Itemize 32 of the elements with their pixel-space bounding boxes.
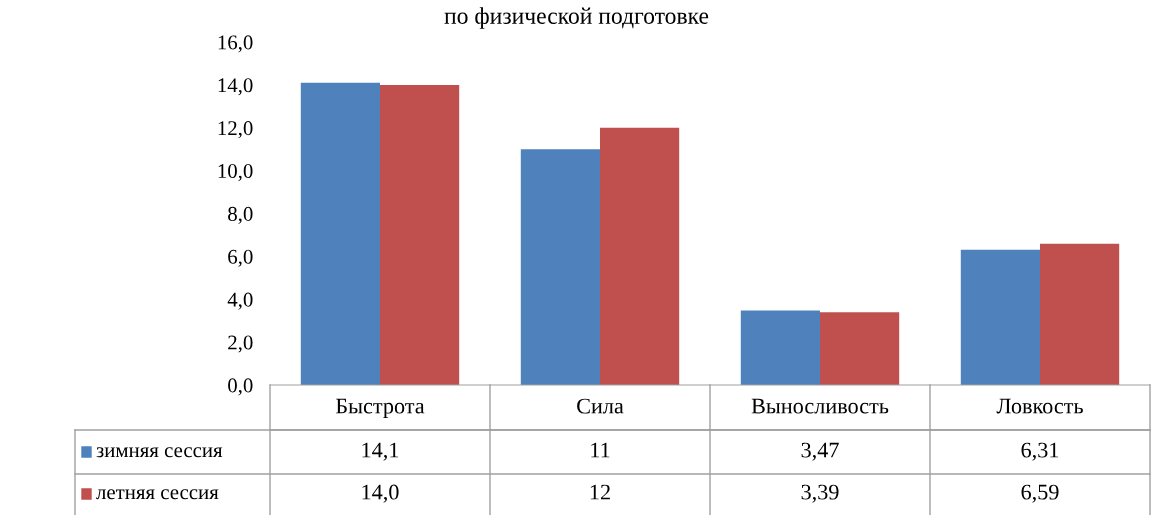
x-tick-label: Сила (577, 398, 624, 414)
bar (300, 82, 380, 385)
data-label: 3,47 (801, 442, 839, 461)
data-label: 12 (590, 484, 610, 500)
data-label: 14,0 (362, 484, 399, 503)
bar (520, 149, 600, 385)
data-label: 14,1 (362, 442, 399, 461)
data-label: 6,59 (1021, 484, 1059, 503)
data-label: 3,39 (801, 484, 839, 503)
bar (1040, 243, 1120, 385)
chart-title: по физической подготовке (444, 7, 709, 29)
y-tick-label: 16,0 (218, 35, 253, 53)
y-tick-label: 6,0 (228, 249, 253, 267)
y-tick-label: 14,0 (218, 78, 253, 96)
x-tick-label: Ловкость (996, 398, 1083, 414)
y-tick-label: 8,0 (228, 206, 253, 224)
y-tick-label: 10,0 (218, 164, 253, 182)
y-tick-label: 0,0 (228, 378, 253, 396)
data-label: 11 (591, 442, 610, 458)
y-tick-label: 2,0 (228, 335, 253, 353)
legend-label: летняя сессия (96, 489, 219, 500)
data-label: 6,31 (1021, 442, 1059, 461)
bar (380, 84, 460, 385)
bar (960, 249, 1040, 385)
bar (600, 127, 680, 385)
bar (820, 312, 900, 385)
bar (740, 310, 820, 385)
y-tick-label: 12,0 (218, 121, 253, 139)
legend-label: зимняя сессия (96, 447, 223, 458)
y-tick-label: 4,0 (227, 292, 253, 310)
x-tick-label: Быстрота (335, 398, 425, 419)
x-tick-label: Выносливость (751, 398, 889, 414)
